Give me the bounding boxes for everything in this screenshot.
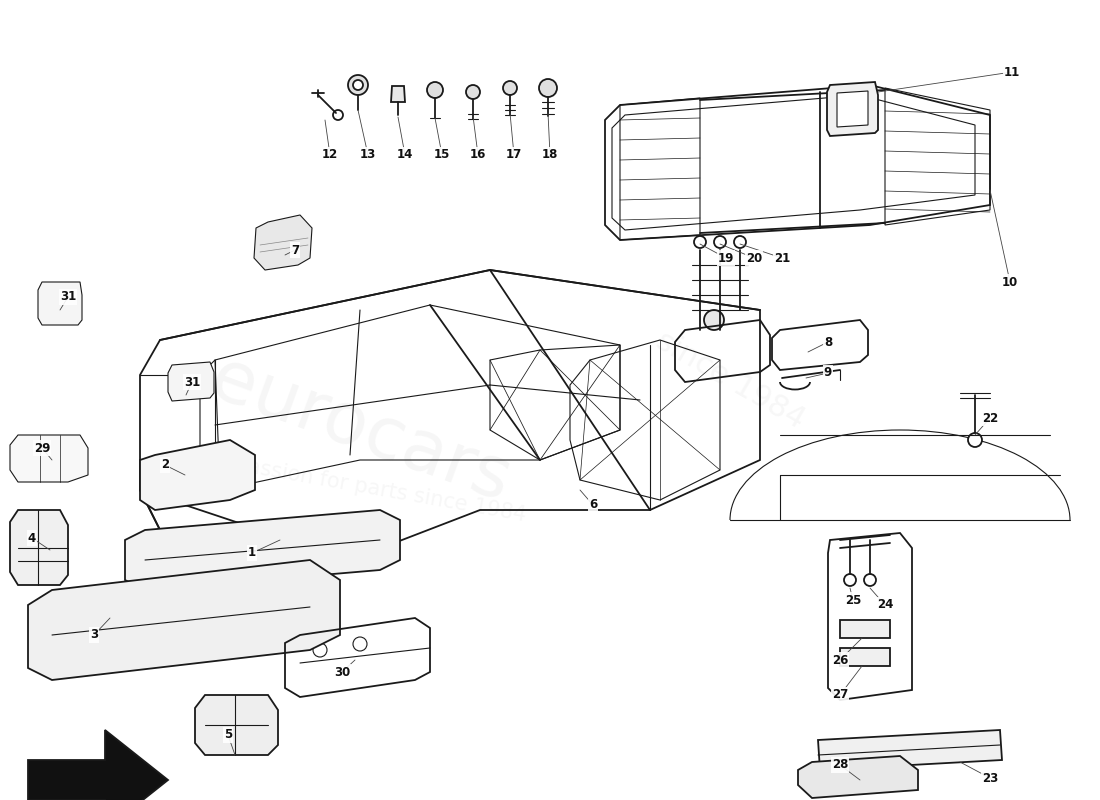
Text: 24: 24 xyxy=(877,598,893,611)
Text: 23: 23 xyxy=(982,771,998,785)
Circle shape xyxy=(968,433,982,447)
Text: 13: 13 xyxy=(360,149,376,162)
Circle shape xyxy=(844,574,856,586)
Text: 12: 12 xyxy=(322,149,338,162)
Polygon shape xyxy=(125,510,400,590)
Text: 9: 9 xyxy=(824,366,832,379)
Polygon shape xyxy=(10,510,68,585)
Circle shape xyxy=(275,615,285,625)
Circle shape xyxy=(427,82,443,98)
Circle shape xyxy=(348,75,369,95)
Text: 7: 7 xyxy=(290,243,299,257)
Circle shape xyxy=(175,615,185,625)
Polygon shape xyxy=(837,91,868,127)
Circle shape xyxy=(694,236,706,248)
Text: 25: 25 xyxy=(845,594,861,606)
Text: 8: 8 xyxy=(824,335,832,349)
Polygon shape xyxy=(827,82,878,136)
Circle shape xyxy=(333,110,343,120)
Text: 29: 29 xyxy=(34,442,51,454)
Text: 17: 17 xyxy=(506,149,522,162)
Polygon shape xyxy=(818,730,1002,770)
Text: 4: 4 xyxy=(28,531,36,545)
Polygon shape xyxy=(390,86,405,102)
Circle shape xyxy=(314,643,327,657)
Circle shape xyxy=(466,85,480,99)
Text: 30: 30 xyxy=(334,666,350,678)
Circle shape xyxy=(125,615,135,625)
Text: 19: 19 xyxy=(718,251,734,265)
Text: 14: 14 xyxy=(397,149,414,162)
Text: 20: 20 xyxy=(746,251,762,265)
Text: 6: 6 xyxy=(588,498,597,511)
Polygon shape xyxy=(28,730,168,800)
Circle shape xyxy=(353,637,367,651)
Circle shape xyxy=(503,81,517,95)
Circle shape xyxy=(539,79,557,97)
Text: passion for parts since 1984: passion for parts since 1984 xyxy=(233,454,527,526)
Text: 11: 11 xyxy=(1004,66,1020,78)
Text: 5: 5 xyxy=(224,729,232,742)
Text: 18: 18 xyxy=(542,149,558,162)
Circle shape xyxy=(353,80,363,90)
Text: 1: 1 xyxy=(248,546,256,559)
Text: since 1984: since 1984 xyxy=(650,326,810,434)
Polygon shape xyxy=(798,756,918,798)
Polygon shape xyxy=(39,282,82,325)
Text: 2: 2 xyxy=(161,458,169,471)
Polygon shape xyxy=(840,620,890,638)
Polygon shape xyxy=(840,648,890,666)
Circle shape xyxy=(167,547,183,563)
Circle shape xyxy=(734,236,746,248)
Circle shape xyxy=(704,310,724,330)
Circle shape xyxy=(226,615,235,625)
Text: 3: 3 xyxy=(90,629,98,642)
Text: 22: 22 xyxy=(982,411,998,425)
Polygon shape xyxy=(168,362,214,401)
Polygon shape xyxy=(10,435,88,482)
Text: 16: 16 xyxy=(470,149,486,162)
Text: 10: 10 xyxy=(1002,275,1019,289)
Circle shape xyxy=(75,615,85,625)
Text: 31: 31 xyxy=(59,290,76,303)
Text: 31: 31 xyxy=(184,375,200,389)
Polygon shape xyxy=(28,560,340,680)
Text: 28: 28 xyxy=(832,758,848,771)
Text: 15: 15 xyxy=(433,149,450,162)
Text: 21: 21 xyxy=(774,251,790,265)
Text: eurocars: eurocars xyxy=(200,344,519,516)
Polygon shape xyxy=(195,695,278,755)
Circle shape xyxy=(714,236,726,248)
Circle shape xyxy=(864,574,876,586)
Text: 26: 26 xyxy=(832,654,848,666)
Text: 27: 27 xyxy=(832,689,848,702)
Polygon shape xyxy=(140,440,255,510)
Polygon shape xyxy=(254,215,312,270)
